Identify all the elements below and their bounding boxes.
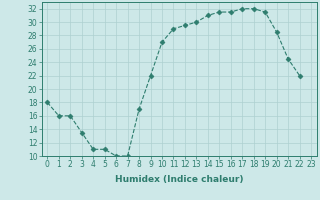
X-axis label: Humidex (Indice chaleur): Humidex (Indice chaleur) xyxy=(115,175,244,184)
